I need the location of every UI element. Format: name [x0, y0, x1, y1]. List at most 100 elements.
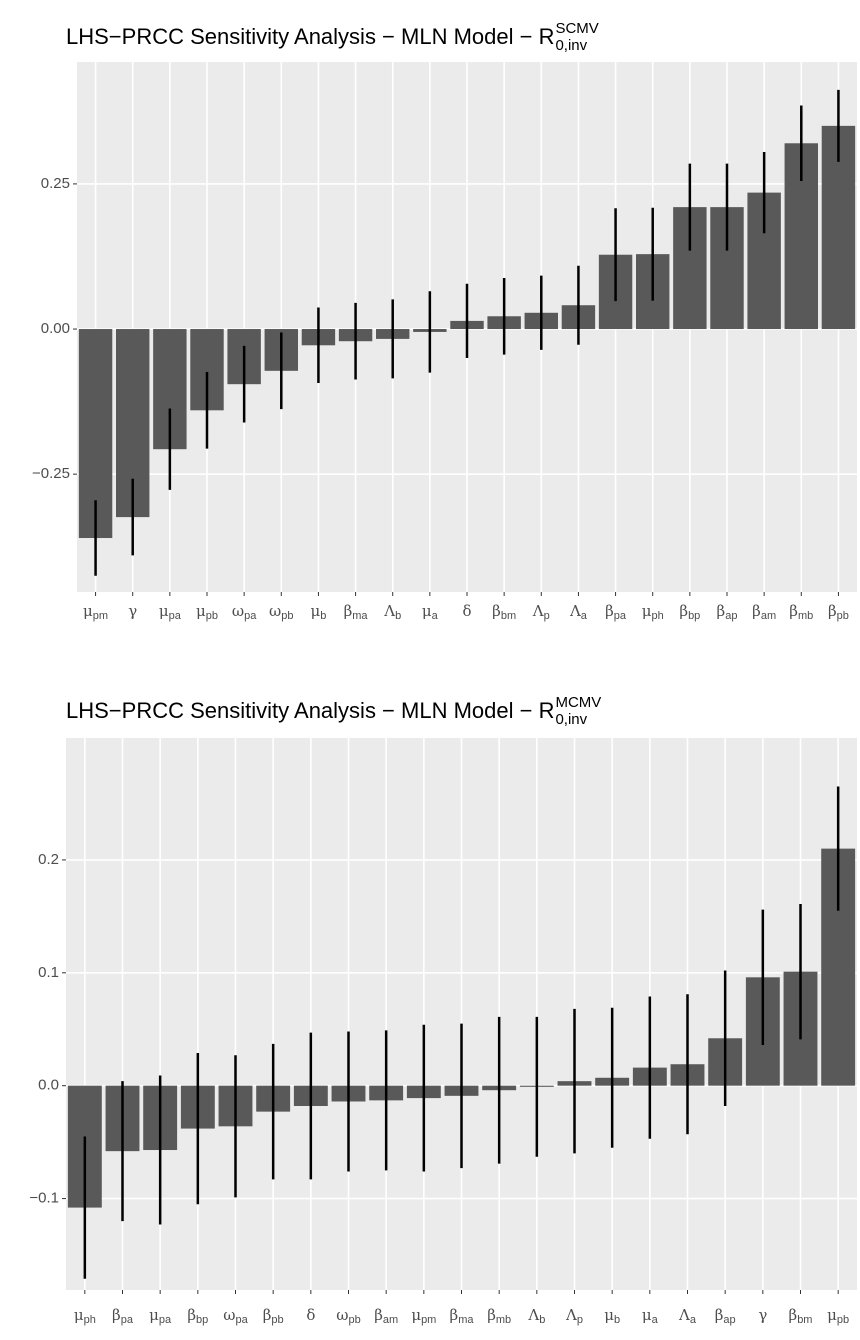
category-symbol: ω	[223, 1306, 235, 1324]
category-symbol: β	[752, 602, 761, 620]
category-subscript: pa	[614, 610, 627, 622]
x-tick-label: Λp	[565, 1306, 583, 1326]
x-tick-label: δ	[462, 602, 471, 620]
category-subscript: p	[577, 1314, 583, 1326]
category-symbol: ω	[336, 1306, 348, 1324]
x-tick-label: βma	[344, 602, 369, 622]
category-symbol: β	[187, 1306, 196, 1324]
x-tick-label: μph	[642, 602, 664, 622]
x-tick-label: γ	[128, 602, 137, 620]
x-tick-label: βbp	[187, 1306, 208, 1326]
category-subscript: b	[614, 1314, 620, 1326]
x-tick-label: μpa	[159, 602, 182, 622]
category-symbol: μ	[604, 1306, 614, 1324]
x-tick-label: βbm	[492, 602, 516, 622]
category-subscript: b	[320, 610, 326, 622]
category-subscript: bp	[196, 1314, 208, 1326]
chart-title: LHS−PRCC Sensitivity Analysis − MLN Mode…	[66, 24, 554, 49]
category-symbol: μ	[642, 602, 652, 620]
category-subscript: pb	[837, 1314, 849, 1326]
x-tick-label: βam	[374, 1306, 398, 1326]
category-symbol: μ	[310, 602, 320, 620]
category-symbol: Λ	[532, 602, 544, 620]
category-symbol: β	[263, 1306, 272, 1324]
category-symbol: Λ	[383, 602, 395, 620]
x-tick-label: βap	[717, 602, 738, 622]
y-tick-label: 0.0	[38, 1077, 59, 1094]
chart-title-superscript: SCMV	[555, 20, 598, 37]
category-symbol: μ	[642, 1306, 652, 1324]
category-symbol: ω	[269, 602, 281, 620]
chart-title-superscript: MCMV	[555, 694, 601, 711]
x-tick-label: ωpa	[232, 602, 257, 622]
x-tick-label: ωpb	[269, 602, 293, 622]
category-symbol: β	[492, 602, 501, 620]
category-subscript: a	[581, 610, 588, 622]
category-subscript: a	[652, 1314, 659, 1326]
x-tick-label: Λa	[569, 602, 588, 622]
category-symbol: β	[450, 1306, 459, 1324]
x-tick-label: βbp	[679, 602, 700, 622]
x-tick-label: βma	[450, 1306, 475, 1326]
x-tick-label: μb	[604, 1306, 620, 1326]
category-subscript: pa	[235, 1314, 248, 1326]
category-symbol: Λ	[569, 602, 581, 620]
y-tick-label: 0.00	[41, 320, 70, 337]
category-subscript: ap	[723, 1314, 735, 1326]
x-tick-label: μpa	[149, 1306, 172, 1326]
category-subscript: ap	[725, 610, 737, 622]
category-symbol: β	[789, 602, 798, 620]
chart-title-subscript: 0,inv	[555, 711, 587, 728]
x-tick-label: δ	[306, 1306, 315, 1324]
category-symbol: μ	[411, 1306, 421, 1324]
x-tick-label: μpm	[411, 1306, 436, 1326]
category-symbol: β	[679, 602, 688, 620]
category-subscript: pa	[159, 1314, 172, 1326]
category-symbol: μ	[149, 1306, 159, 1324]
y-tick-label: −0.1	[29, 1190, 59, 1207]
category-symbol: Λ	[527, 1306, 539, 1324]
category-subscript: a	[432, 610, 439, 622]
category-subscript: pa	[121, 1314, 134, 1326]
category-symbol: μ	[827, 1306, 837, 1324]
category-subscript: b	[539, 1314, 545, 1326]
category-subscript: pb	[271, 1314, 283, 1326]
y-tick-label: −0.25	[32, 465, 70, 482]
x-tick-label: Λp	[532, 602, 550, 622]
category-subscript: bp	[688, 610, 700, 622]
category-symbol: β	[112, 1306, 121, 1324]
x-tick-label: βpa	[605, 602, 627, 622]
chart-title-subscript: 0,inv	[555, 37, 587, 54]
y-tick-label: 0.1	[38, 964, 59, 981]
category-symbol: μ	[74, 1306, 84, 1324]
x-tick-label: ωpb	[336, 1306, 360, 1326]
category-subscript: mb	[798, 610, 813, 622]
category-subscript: mb	[496, 1314, 511, 1326]
category-symbol: β	[487, 1306, 496, 1324]
category-symbol: β	[715, 1306, 724, 1324]
category-symbol: Λ	[565, 1306, 577, 1324]
category-subscript: ma	[352, 610, 368, 622]
category-subscript: pm	[421, 1314, 436, 1326]
category-symbol: ω	[232, 602, 244, 620]
x-tick-label: μa	[642, 1306, 659, 1326]
category-symbol: δ	[462, 602, 471, 620]
category-symbol: μ	[196, 602, 206, 620]
x-tick-label: βpb	[828, 602, 849, 622]
category-symbol: β	[605, 602, 614, 620]
category-symbol: β	[344, 602, 353, 620]
x-tick-label: βmb	[789, 602, 813, 622]
category-subscript: pa	[169, 610, 182, 622]
x-tick-label: μpm	[83, 602, 108, 622]
category-symbol: μ	[159, 602, 169, 620]
category-subscript: pb	[281, 610, 293, 622]
category-symbol: β	[789, 1306, 798, 1324]
category-subscript: bm	[797, 1314, 812, 1326]
x-tick-label: βap	[715, 1306, 736, 1326]
x-tick-label: γ	[758, 1306, 767, 1324]
x-tick-label: ωpa	[223, 1306, 248, 1326]
category-symbol: μ	[422, 602, 432, 620]
category-subscript: pb	[348, 1314, 360, 1326]
x-tick-label: βbm	[789, 1306, 813, 1326]
